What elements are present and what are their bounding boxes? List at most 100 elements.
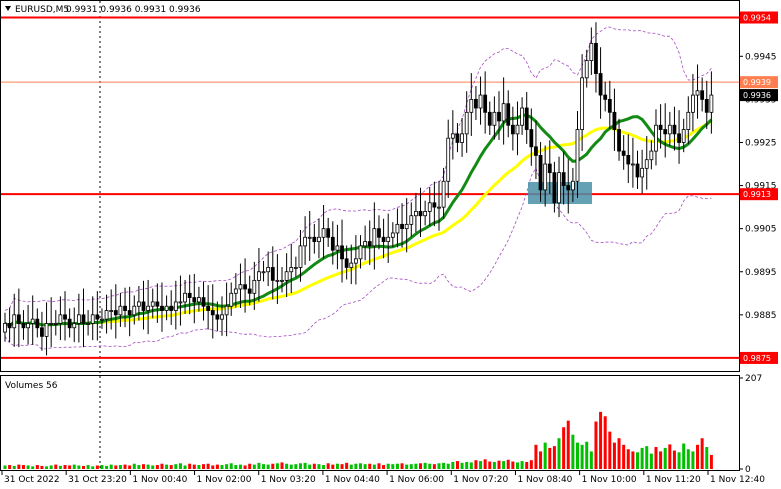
- candle-body: [594, 42, 598, 74]
- candle-body: [206, 305, 211, 311]
- volume-bar: [382, 465, 386, 469]
- time-tick-label: 1 Nov 02:00: [197, 475, 252, 485]
- volume-bar: [659, 451, 663, 469]
- candle-body: [257, 271, 261, 281]
- volume-bar: [529, 460, 533, 469]
- candle-body: [501, 103, 506, 122]
- candle-body: [7, 323, 12, 329]
- volume-bar: [285, 463, 289, 469]
- volume-bar: [86, 465, 90, 469]
- volume-bar: [636, 452, 640, 469]
- time-axis: 31 Oct 2022 31 Oct 23:20 1 Nov 00:40 1 Nov …: [1, 471, 765, 485]
- bid-tag: [740, 89, 778, 102]
- candle-body: [233, 288, 238, 294]
- candle-body: [127, 310, 132, 316]
- candle-body: [220, 314, 224, 320]
- volume-bar: [63, 465, 67, 469]
- volume-bar: [534, 444, 538, 469]
- volume-bar: [451, 461, 455, 469]
- volume-title: Volumes 56: [5, 381, 58, 391]
- price-tick-label: 0.9885: [745, 311, 777, 321]
- volume-bar: [562, 427, 566, 469]
- volume-bar: [705, 447, 709, 469]
- volume-bar: [169, 465, 173, 469]
- volume-bar: [128, 465, 132, 469]
- volume-bar: [414, 463, 418, 469]
- volume-bar: [515, 462, 519, 469]
- volume-bar: [95, 465, 99, 469]
- volume-bar: [105, 465, 109, 469]
- candle-body: [238, 284, 243, 290]
- volume-bar: [455, 461, 459, 469]
- volume-bar: [548, 447, 552, 469]
- volume-bar: [202, 464, 206, 469]
- candle-body: [252, 279, 257, 294]
- volume-bar: [77, 465, 81, 469]
- volume-bar: [165, 464, 169, 469]
- time-tick-label: 1 Nov 04:40: [325, 475, 380, 485]
- candle-body: [414, 211, 418, 217]
- volume-bar: [525, 461, 529, 469]
- lower-band-line: [4, 167, 712, 350]
- volume-bar: [400, 463, 404, 469]
- volume-bar: [700, 438, 704, 469]
- envelope-bands: [4, 26, 712, 350]
- volume-tick-label: 0: [745, 465, 751, 475]
- ma-fast-line: [4, 113, 713, 328]
- candle-body: [330, 236, 335, 251]
- candle-body: [3, 323, 7, 333]
- candle-body: [26, 323, 30, 329]
- candle-body: [381, 236, 386, 242]
- level-tag-label: 0.9954: [743, 14, 771, 23]
- candle-body: [155, 301, 160, 307]
- volume-bar: [340, 464, 344, 469]
- volume-bar: [21, 465, 25, 469]
- candle-body: [141, 301, 146, 311]
- candle-body: [229, 292, 234, 307]
- volume-bar: [215, 464, 219, 469]
- candle-body: [63, 314, 67, 320]
- volume-bar: [612, 442, 616, 469]
- volume-bar: [585, 441, 589, 469]
- candle-body: [460, 133, 464, 143]
- volume-bar: [174, 464, 178, 469]
- volume-bar: [677, 452, 681, 469]
- volume-bar: [234, 465, 238, 469]
- volume-bar: [571, 434, 575, 469]
- level-tag: [740, 188, 778, 201]
- volume-bar: [354, 463, 358, 469]
- candle-body: [326, 228, 331, 238]
- volume-bar: [275, 463, 279, 469]
- candle-body: [247, 288, 252, 294]
- level-tag-label: 0.9913: [743, 190, 771, 199]
- volume-bar: [589, 451, 593, 469]
- volume-bar: [49, 465, 53, 469]
- candle-body: [506, 103, 511, 126]
- candle-body: [340, 245, 344, 260]
- volume-bar: [303, 462, 307, 469]
- volume-bar: [308, 464, 312, 469]
- candle-body: [173, 301, 178, 311]
- bid-tag-label: 0.9936: [743, 91, 771, 100]
- price-tick-label: 0.9925: [745, 138, 777, 148]
- candle-body: [21, 323, 26, 329]
- candle-body: [390, 232, 395, 238]
- triangle-down-icon[interactable]: [5, 6, 11, 11]
- volume-bar: [12, 465, 16, 469]
- candle-body: [377, 228, 381, 238]
- level-tag: [740, 76, 778, 89]
- candle-body: [607, 98, 612, 113]
- volume-bar: [626, 449, 630, 469]
- volume-bar: [160, 463, 164, 469]
- volume-bar: [312, 463, 316, 469]
- volume-bar: [709, 454, 713, 469]
- volume-bar: [539, 451, 543, 469]
- volume-bar: [372, 464, 376, 469]
- level-tag: [740, 11, 778, 24]
- volume-bar: [479, 461, 483, 469]
- volume-bar: [682, 443, 686, 469]
- candle-body: [450, 133, 455, 139]
- volume-bar: [178, 463, 182, 469]
- candle-body: [524, 107, 529, 130]
